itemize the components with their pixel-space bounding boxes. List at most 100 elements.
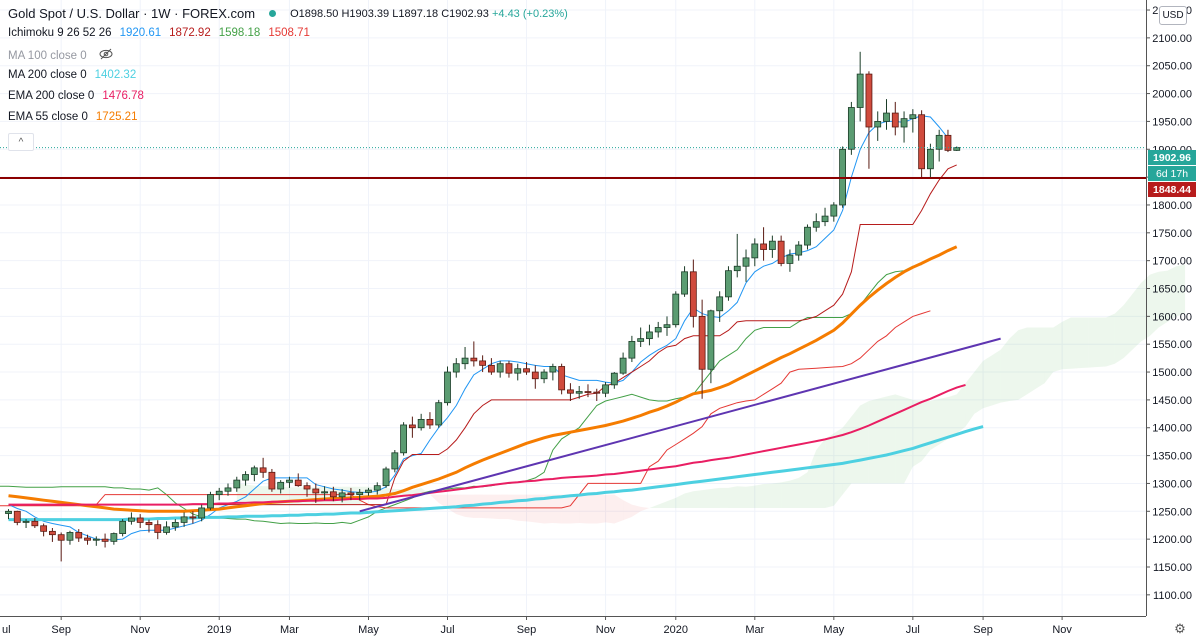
cloud-segment bbox=[816, 438, 826, 508]
collapse-legend-button[interactable]: ^ bbox=[8, 133, 34, 151]
collapse-chevron-icon: ^ bbox=[18, 136, 24, 148]
price-tick-label: 1100.00 bbox=[1153, 590, 1192, 602]
candle-body bbox=[233, 479, 241, 489]
candle-body bbox=[49, 530, 56, 536]
cloud-segment bbox=[746, 485, 755, 508]
cloud-segment bbox=[596, 494, 606, 524]
candle bbox=[312, 483, 320, 503]
candle bbox=[75, 529, 83, 542]
candle-body bbox=[40, 525, 48, 532]
candle-body bbox=[935, 134, 943, 150]
price-axis[interactable]: 1100.00 1150.00 1200.00 1250.00 1300.00 1350.… bbox=[1146, 0, 1192, 616]
time-axis[interactable]: Sep Nov 2019 Mar May Jul Sep Nov 2020 Mar May Jul Se… bbox=[0, 616, 1146, 636]
candle bbox=[725, 266, 732, 301]
cloud-segment bbox=[552, 494, 562, 524]
candle-body bbox=[821, 215, 829, 223]
candle bbox=[707, 309, 715, 384]
cloud-segment bbox=[789, 477, 799, 508]
candle bbox=[163, 521, 170, 535]
time-tick-label: 2019 bbox=[207, 624, 231, 636]
indicator-legend-row[interactable]: EMA 55 close 0 1725.21 bbox=[8, 111, 137, 123]
candle-body bbox=[918, 114, 926, 170]
candle bbox=[496, 360, 504, 378]
candle bbox=[224, 483, 232, 496]
candle bbox=[452, 358, 460, 378]
time-tick-label: Sep bbox=[51, 624, 71, 636]
candle-body bbox=[154, 524, 162, 533]
indicator-legend-row[interactable]: MA 100 close 0 bbox=[8, 48, 113, 63]
indicator-legend-row[interactable]: Ichimoku 9 26 52 26 1920.61 1872.92 1598.18… bbox=[8, 27, 310, 39]
price-tick-label: 1200.00 bbox=[1152, 534, 1192, 546]
cloud-segment bbox=[1062, 317, 1071, 370]
candle-body bbox=[786, 254, 794, 264]
candle-body bbox=[92, 538, 100, 541]
price-tick-label: 1800.00 bbox=[1152, 200, 1192, 212]
level-price-tag: 1848.44 bbox=[1148, 182, 1196, 197]
candle bbox=[233, 476, 241, 492]
candle-body bbox=[101, 538, 109, 542]
candle bbox=[540, 369, 548, 384]
candle-body bbox=[286, 479, 293, 483]
last-price-tag: 1902.96 bbox=[1148, 150, 1196, 165]
cloud-segment bbox=[544, 494, 553, 524]
indicator-legend-row[interactable]: EMA 200 close 0 1476.78 bbox=[8, 90, 144, 102]
cloud-segment bbox=[991, 349, 1001, 406]
candle-body bbox=[900, 118, 908, 128]
currency-button[interactable]: USD bbox=[1159, 6, 1187, 25]
cloud-segment bbox=[807, 450, 817, 508]
candle bbox=[57, 532, 65, 562]
candle bbox=[487, 358, 495, 375]
candle bbox=[461, 346, 469, 370]
cloud-segment bbox=[623, 500, 632, 521]
candle bbox=[874, 111, 882, 141]
candle bbox=[400, 422, 408, 456]
candle-body bbox=[531, 371, 539, 380]
candle-body bbox=[22, 520, 30, 523]
trendline-line bbox=[359, 337, 1001, 513]
cloud-segment bbox=[781, 480, 790, 508]
candle bbox=[101, 533, 109, 548]
price-tick-label: 1150.00 bbox=[1153, 562, 1192, 574]
hidden-eye-icon[interactable] bbox=[99, 48, 113, 63]
senkou-span-b-line bbox=[0, 310, 931, 509]
candle bbox=[628, 335, 636, 363]
cloud-segment bbox=[693, 490, 703, 508]
cloud-segment bbox=[640, 506, 650, 512]
candle bbox=[575, 385, 583, 399]
candle-body bbox=[883, 112, 890, 122]
candle bbox=[417, 413, 425, 431]
candle bbox=[654, 321, 662, 338]
cloud-segment bbox=[737, 486, 747, 508]
cloud-segment bbox=[605, 494, 615, 524]
candle bbox=[681, 266, 688, 297]
cloud-segment bbox=[983, 355, 992, 409]
candle bbox=[189, 511, 197, 524]
indicator-legend-row[interactable]: MA 200 close 0 1402.32 bbox=[8, 69, 136, 81]
candle bbox=[5, 509, 12, 520]
candle bbox=[268, 468, 276, 492]
high-value: H1903.39 bbox=[341, 7, 390, 20]
time-tick-label: May bbox=[358, 624, 379, 636]
gear-icon[interactable]: ⚙ bbox=[1174, 621, 1186, 636]
candle-body bbox=[391, 452, 399, 470]
cloud-segment bbox=[675, 493, 685, 508]
candle-body bbox=[725, 270, 732, 298]
candle-body bbox=[812, 221, 820, 228]
symbol-title[interactable]: Gold Spot / U.S. Dollar · 1W · FOREX.com bbox=[8, 6, 256, 21]
candle-body bbox=[461, 357, 469, 365]
price-tick-label: 1550.00 bbox=[1152, 339, 1192, 351]
candle bbox=[408, 416, 416, 438]
cloud-segment bbox=[833, 427, 843, 506]
cloud-segment bbox=[429, 494, 439, 503]
candle bbox=[250, 465, 258, 482]
candle-body bbox=[444, 371, 451, 404]
price-tick-label: 1300.00 bbox=[1152, 478, 1192, 490]
candle bbox=[479, 355, 487, 373]
candle-body bbox=[777, 240, 785, 264]
price-tick-label: 1500.00 bbox=[1152, 367, 1192, 379]
candle bbox=[698, 299, 706, 399]
cloud-segment bbox=[904, 397, 913, 484]
candle bbox=[303, 482, 311, 497]
candle-body bbox=[549, 366, 557, 373]
